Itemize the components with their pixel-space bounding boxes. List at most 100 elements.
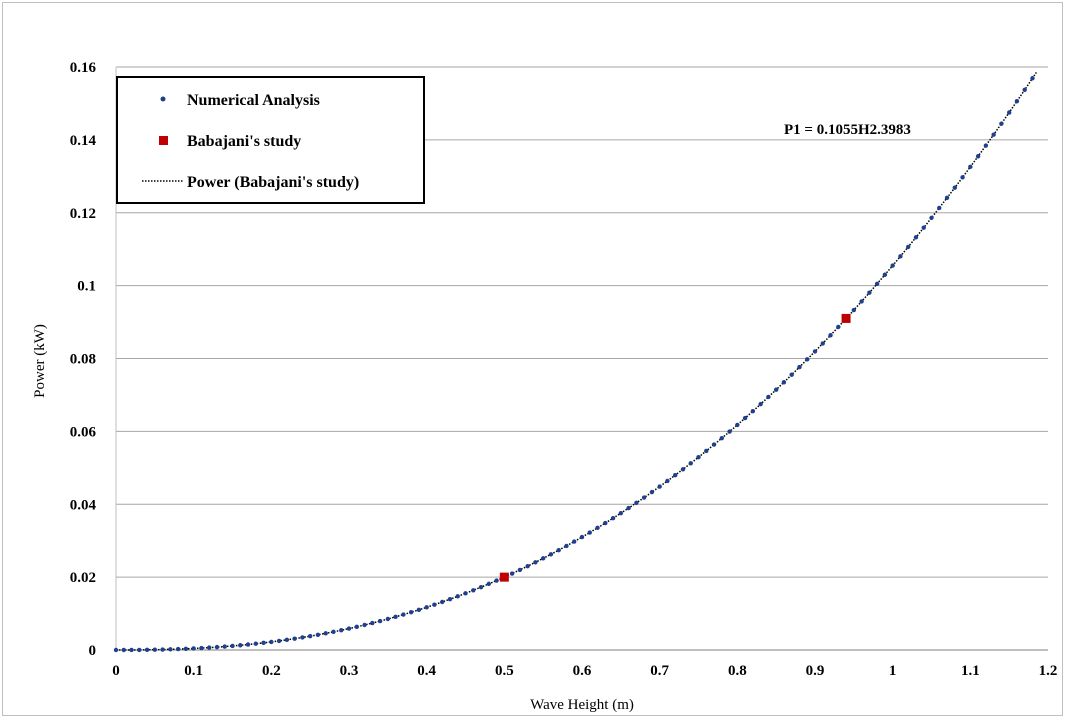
numerical-analysis-point [315,632,321,637]
x-tick-label: 0.9 [806,663,825,679]
numerical-analysis-point [370,620,375,626]
y-tick-label: 0 [89,643,97,659]
x-tick-label: 0.8 [728,663,747,679]
x-tick-label: 0.2 [262,663,281,679]
numerical-analysis-point [416,607,422,613]
numerical-analysis-point [999,121,1004,126]
numerical-analysis-point [238,643,243,648]
numerical-analysis-point [540,556,546,561]
numerical-analysis-point [113,647,119,653]
numerical-analysis-point [960,175,965,180]
legend-marker-babajani [159,136,168,145]
numerical-analysis-point [556,547,561,553]
fit-equation-annotation: P1 = 0.1055H2.3983 [784,122,911,138]
numerical-analysis-point [447,597,453,602]
numerical-analysis-point [952,185,957,190]
numerical-analysis-point [991,132,996,137]
numerical-analysis-point [175,646,181,652]
numerical-analysis-point [587,530,592,535]
numerical-analysis-point [432,602,437,607]
numerical-analysis-point [377,618,383,624]
numerical-analysis-point [688,461,693,466]
legend-label-numerical: Numerical Analysis [187,92,320,109]
numerical-analysis-point [719,435,724,441]
numerical-analysis-point [867,290,872,295]
numerical-analysis-point [1014,99,1020,104]
numerical-analysis-point [191,646,196,651]
y-tick-label: 0.16 [70,60,97,76]
numerical-analysis-point [657,484,662,489]
numerical-analysis-point [913,235,919,240]
numerical-analysis-point [1030,76,1035,81]
numerical-analysis-point [346,626,352,631]
numerical-analysis-point [727,429,732,434]
numerical-analysis-point [812,349,818,354]
numerical-analysis-point [362,622,367,628]
numerical-analysis-point [214,644,220,650]
numerical-analysis-point [331,629,336,635]
x-axis-title: Wave Height (m) [530,697,634,713]
numerical-analysis-point [851,307,857,313]
numerical-analysis-point [486,581,491,587]
numerical-analysis-point [634,500,639,506]
numerical-analysis-point [222,644,227,649]
numerical-analysis-point [339,628,344,633]
x-tick-label: 0.1 [184,663,203,679]
numerical-analysis-point [160,647,165,652]
numerical-analysis-point [1006,110,1012,115]
numerical-analysis-point [742,415,748,421]
x-tick-label: 1.1 [961,663,980,679]
numerical-analysis-point [533,560,538,565]
numerical-analysis-point [401,612,406,617]
numerical-analysis-point [207,645,212,650]
numerical-analysis-point [890,263,895,268]
numerical-analysis-point [906,244,911,250]
numerical-analysis-point [471,588,476,593]
numerical-analysis-point [424,605,429,610]
x-tick-label: 0.6 [573,663,592,679]
legend-label-babajani: Babajani's study [187,133,301,150]
x-tick-label: 1 [889,663,897,679]
numerical-analysis-point [494,578,499,583]
x-tick-labels: 0 0.1 0.2 0.3 0.4 0.5 0.6 0.7 0.8 0.9 1 1.1 1.2 [112,663,1057,679]
numerical-analysis-point [929,215,934,221]
numerical-analysis-point [704,448,709,454]
y-tick-label: 0.06 [70,424,97,440]
numerical-analysis-point [230,643,235,649]
legend: Numerical Analysis Babajani's study Powe… [116,76,425,204]
numerical-analysis-point [579,534,585,540]
numerical-analysis-point [253,641,258,646]
numerical-analysis-point [882,272,888,277]
numerical-analysis-point [284,637,290,643]
numerical-analysis-point [944,195,950,201]
numerical-analysis-point [307,633,313,639]
legend-marker-numerical [160,96,166,102]
numerical-analysis-points [113,76,1035,653]
numerical-analysis-point [766,394,771,400]
numerical-analysis-point [641,495,647,500]
x-tick-label: 0 [112,663,120,679]
numerical-analysis-point [385,616,391,622]
numerical-analysis-point [137,647,142,653]
numerical-analysis-point [300,635,305,640]
x-tick-label: 0.5 [495,663,514,679]
numerical-analysis-point [1022,87,1027,93]
numerical-analysis-point [517,567,523,573]
numerical-analysis-point [463,591,468,596]
numerical-analysis-point [680,467,686,472]
legend-box [116,76,425,204]
numerical-analysis-point [455,594,460,599]
numerical-analysis-point [781,380,787,385]
numerical-analysis-point [874,281,880,286]
y-tick-label: 0.02 [70,570,96,586]
numerical-analysis-point [509,571,515,576]
numerical-analysis-point [121,647,126,653]
numerical-analysis-point [968,164,973,170]
numerical-analysis-point [199,645,204,651]
x-tick-label: 0.7 [650,663,669,679]
numerical-analysis-point [696,454,701,460]
x-tick-label: 1.2 [1039,663,1058,679]
numerical-analysis-point [478,584,484,590]
numerical-analysis-point [797,364,802,370]
